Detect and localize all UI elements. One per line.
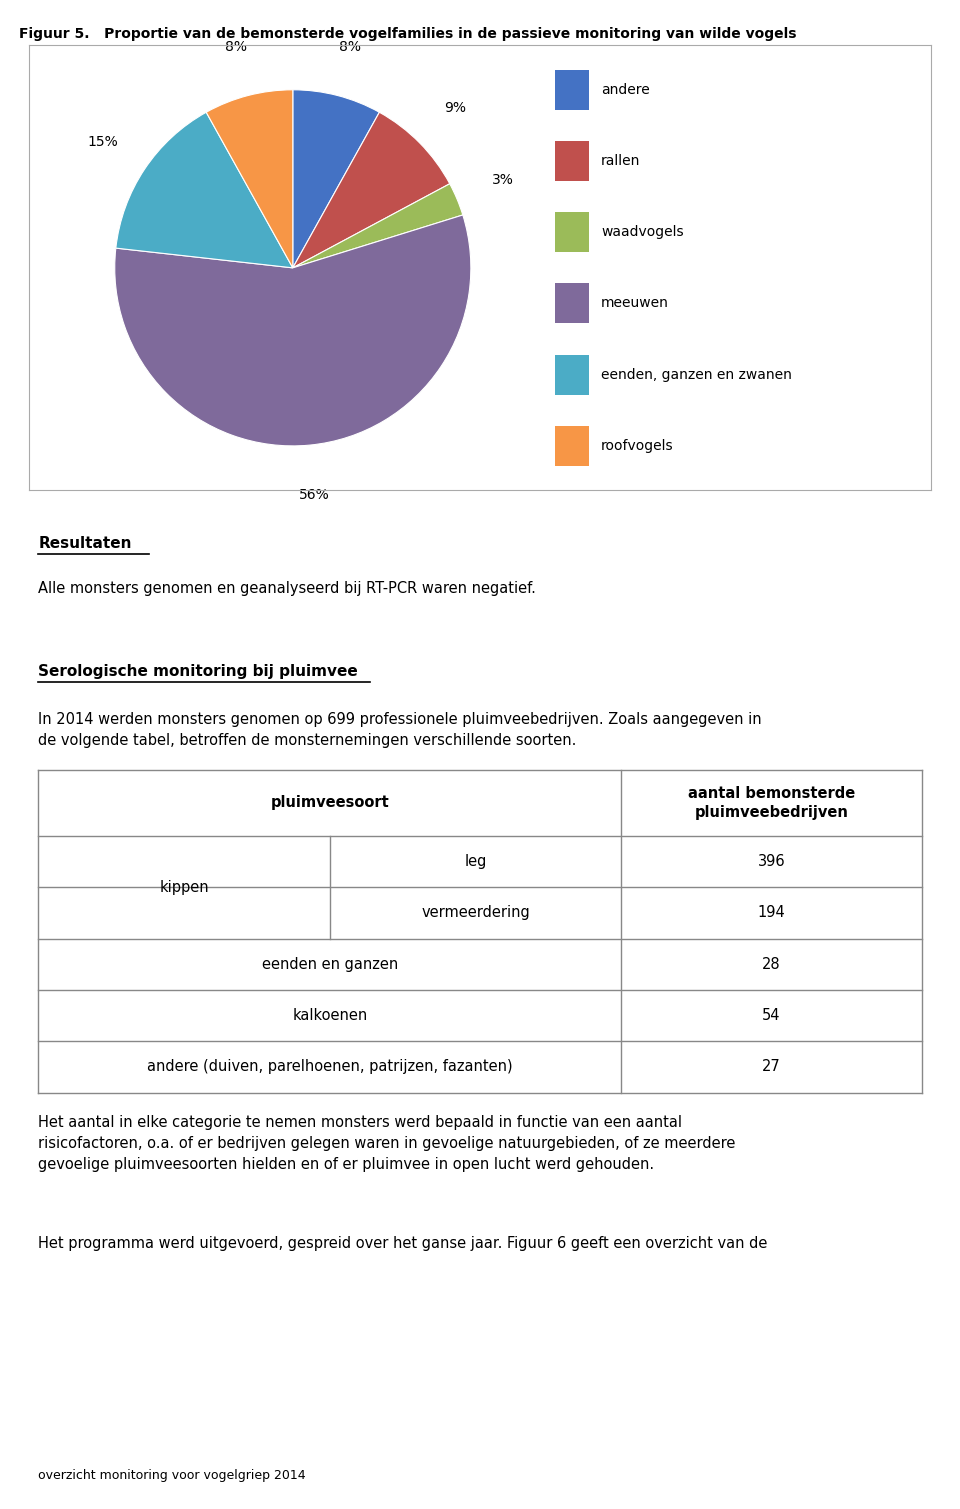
Wedge shape (293, 184, 463, 267)
Text: waadvogels: waadvogels (601, 225, 684, 240)
Text: andere (duiven, parelhoenen, patrijzen, fazanten): andere (duiven, parelhoenen, patrijzen, … (147, 1059, 513, 1074)
Text: Serologische monitoring bij pluimvee: Serologische monitoring bij pluimvee (38, 664, 358, 679)
Wedge shape (293, 91, 379, 267)
Text: kalkoenen: kalkoenen (292, 1008, 368, 1023)
Wedge shape (206, 91, 293, 267)
Text: vermeerdering: vermeerdering (421, 905, 530, 920)
Wedge shape (116, 112, 293, 267)
Text: 56%: 56% (300, 487, 330, 501)
Text: andere: andere (601, 83, 650, 97)
Text: Het aantal in elke categorie te nemen monsters werd bepaald in functie van een a: Het aantal in elke categorie te nemen mo… (38, 1115, 735, 1172)
Text: leg: leg (465, 854, 487, 869)
Text: aantal bemonsterde
pluimveebedrijven: aantal bemonsterde pluimveebedrijven (687, 786, 855, 819)
Text: 8%: 8% (225, 41, 247, 54)
Bar (555, 426, 589, 466)
Bar (555, 284, 589, 323)
Bar (555, 69, 589, 110)
Text: Figuur 5.   Proportie van de bemonsterde vogelfamilies in de passieve monitoring: Figuur 5. Proportie van de bemonsterde v… (19, 27, 797, 41)
Text: In 2014 werden monsters genomen op 699 professionele pluimveebedrijven. Zoals aa: In 2014 werden monsters genomen op 699 p… (38, 712, 762, 748)
Text: eenden, ganzen en zwanen: eenden, ganzen en zwanen (601, 368, 792, 382)
Text: 3%: 3% (492, 174, 514, 187)
Text: Het programma werd uitgevoerd, gespreid over het ganse jaar. Figuur 6 geeft een : Het programma werd uitgevoerd, gespreid … (38, 1236, 768, 1251)
Text: pluimveesoort: pluimveesoort (271, 795, 389, 810)
Bar (555, 213, 589, 252)
Text: Alle monsters genomen en geanalyseerd bij RT-PCR waren negatief.: Alle monsters genomen en geanalyseerd bi… (38, 581, 537, 596)
Bar (555, 140, 589, 181)
Text: meeuwen: meeuwen (601, 296, 669, 311)
Text: 8%: 8% (339, 41, 361, 54)
Text: roofvogels: roofvogels (601, 439, 674, 453)
Text: eenden en ganzen: eenden en ganzen (262, 957, 398, 972)
Text: kippen: kippen (159, 880, 209, 895)
Bar (555, 355, 589, 395)
Text: 54: 54 (762, 1008, 780, 1023)
Wedge shape (115, 214, 470, 445)
Wedge shape (293, 112, 449, 267)
Text: 15%: 15% (87, 134, 118, 148)
Text: 27: 27 (762, 1059, 780, 1074)
Text: 9%: 9% (444, 101, 467, 115)
Text: 396: 396 (757, 854, 785, 869)
Text: Resultaten: Resultaten (38, 536, 132, 551)
Text: 28: 28 (762, 957, 780, 972)
Text: 194: 194 (757, 905, 785, 920)
Text: rallen: rallen (601, 154, 640, 167)
Text: overzicht monitoring voor vogelgriep 2014: overzicht monitoring voor vogelgriep 201… (38, 1468, 306, 1482)
